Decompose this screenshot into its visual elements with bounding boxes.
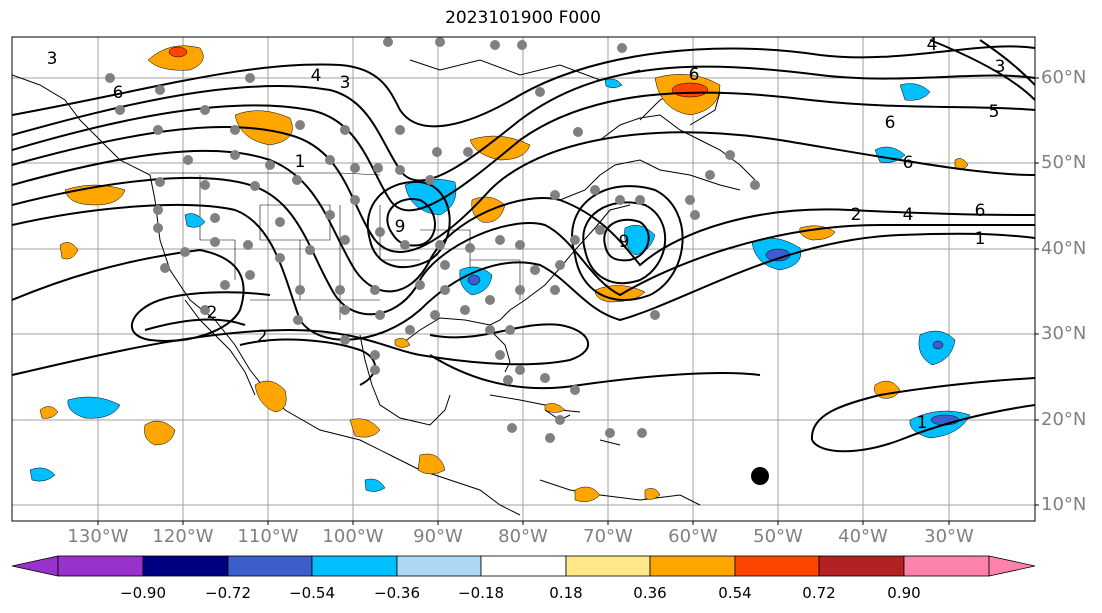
map-title: 2023101900 F000	[445, 8, 601, 28]
colorbar-segment	[649, 555, 736, 577]
negative-anomalies	[29, 78, 971, 492]
contours	[12, 39, 1035, 453]
contour-label: 1	[295, 152, 306, 172]
contour-label: 5	[989, 102, 1000, 122]
contour-label: 2	[851, 205, 862, 225]
contour-label: 2	[207, 303, 218, 323]
lon-label: 50°W	[753, 526, 803, 547]
contour-label: 1	[917, 413, 928, 433]
colorbar-segment	[818, 555, 905, 577]
positive-anomalies	[39, 45, 969, 502]
contour-label: 1	[975, 229, 986, 249]
contour-label: 4	[927, 35, 938, 55]
colorbar-segment	[988, 555, 1036, 577]
lat-label: 10°N	[1041, 494, 1087, 515]
lon-label: 90°W	[413, 526, 463, 547]
colorbar-segment	[480, 555, 567, 577]
colorbar-tick-label: −0.36	[374, 584, 420, 602]
colorbar-segment	[734, 555, 820, 577]
contour-label: 9	[619, 232, 630, 252]
colorbar-tick-label: −0.18	[458, 584, 504, 602]
lon-label: 120°W	[152, 526, 214, 547]
contour-label: 3	[995, 57, 1006, 77]
marker-dot	[751, 467, 769, 485]
colorbar-segment	[11, 555, 59, 577]
lat-label: 20°N	[1041, 409, 1087, 430]
contour-label: 2	[257, 327, 268, 347]
contour-label: 6	[903, 153, 914, 173]
colorbar-tick-label: 0.90	[887, 584, 921, 602]
station-dots	[105, 37, 760, 443]
lon-label: 70°W	[583, 526, 633, 547]
lon-label: 110°W	[237, 526, 299, 547]
contour-label: 4	[903, 205, 914, 225]
colorbar-tick-label: 0.54	[718, 584, 752, 602]
contour-label: 6	[885, 113, 896, 133]
colorbar-tick-label: −0.72	[205, 584, 251, 602]
lat-label: 60°N	[1041, 67, 1087, 88]
contour-label: 9	[395, 217, 406, 237]
colorbar-tick-label: −0.54	[289, 584, 335, 602]
colorbar-segment	[396, 555, 482, 577]
contour-label: 3	[340, 73, 351, 93]
colorbar	[11, 555, 1036, 577]
colorbar-tick-label: 0.72	[802, 584, 836, 602]
lat-label: 40°N	[1041, 238, 1087, 259]
contour-label: 6	[975, 201, 986, 221]
lon-label: 130°W	[67, 526, 129, 547]
colorbar-segment	[565, 555, 651, 577]
lat-label: 30°N	[1041, 323, 1087, 344]
lon-label: 80°W	[498, 526, 548, 547]
colorbar-tick-label: 0.18	[549, 584, 583, 602]
colorbar-tick-label: 0.36	[633, 584, 667, 602]
colorbar-segment	[227, 555, 313, 577]
contour-label: 6	[689, 65, 700, 85]
contour-labels: 3 6 4 3 1 2 6 6 4 3 5 6 6 4 2 1 9 9 1 2	[47, 35, 1006, 433]
colorbar-segment	[142, 555, 229, 577]
contour-label: 6	[113, 83, 124, 103]
colorbar-segment	[57, 555, 144, 577]
axis-ticks	[97, 77, 1039, 525]
colorbar-segment	[311, 555, 398, 577]
colorbar-segment	[903, 555, 990, 577]
colorbar-tick-label: −0.90	[120, 584, 166, 602]
lon-label: 100°W	[322, 526, 384, 547]
lon-label: 60°W	[668, 526, 718, 547]
contour-label: 4	[311, 66, 322, 86]
lon-label: 40°W	[838, 526, 888, 547]
contour-label: 3	[47, 49, 58, 69]
lat-label: 50°N	[1041, 152, 1087, 173]
lon-label: 30°W	[924, 526, 974, 547]
